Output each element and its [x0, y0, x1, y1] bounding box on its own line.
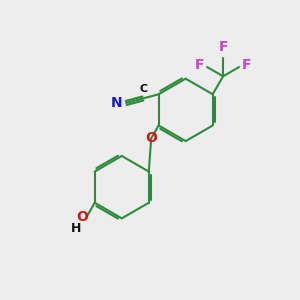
Text: H: H — [71, 222, 81, 235]
Text: F: F — [194, 58, 204, 72]
Text: O: O — [145, 131, 157, 145]
Text: F: F — [242, 58, 252, 72]
Text: O: O — [76, 210, 88, 224]
Text: C: C — [140, 84, 148, 94]
Text: N: N — [111, 96, 123, 110]
Text: F: F — [218, 40, 228, 54]
